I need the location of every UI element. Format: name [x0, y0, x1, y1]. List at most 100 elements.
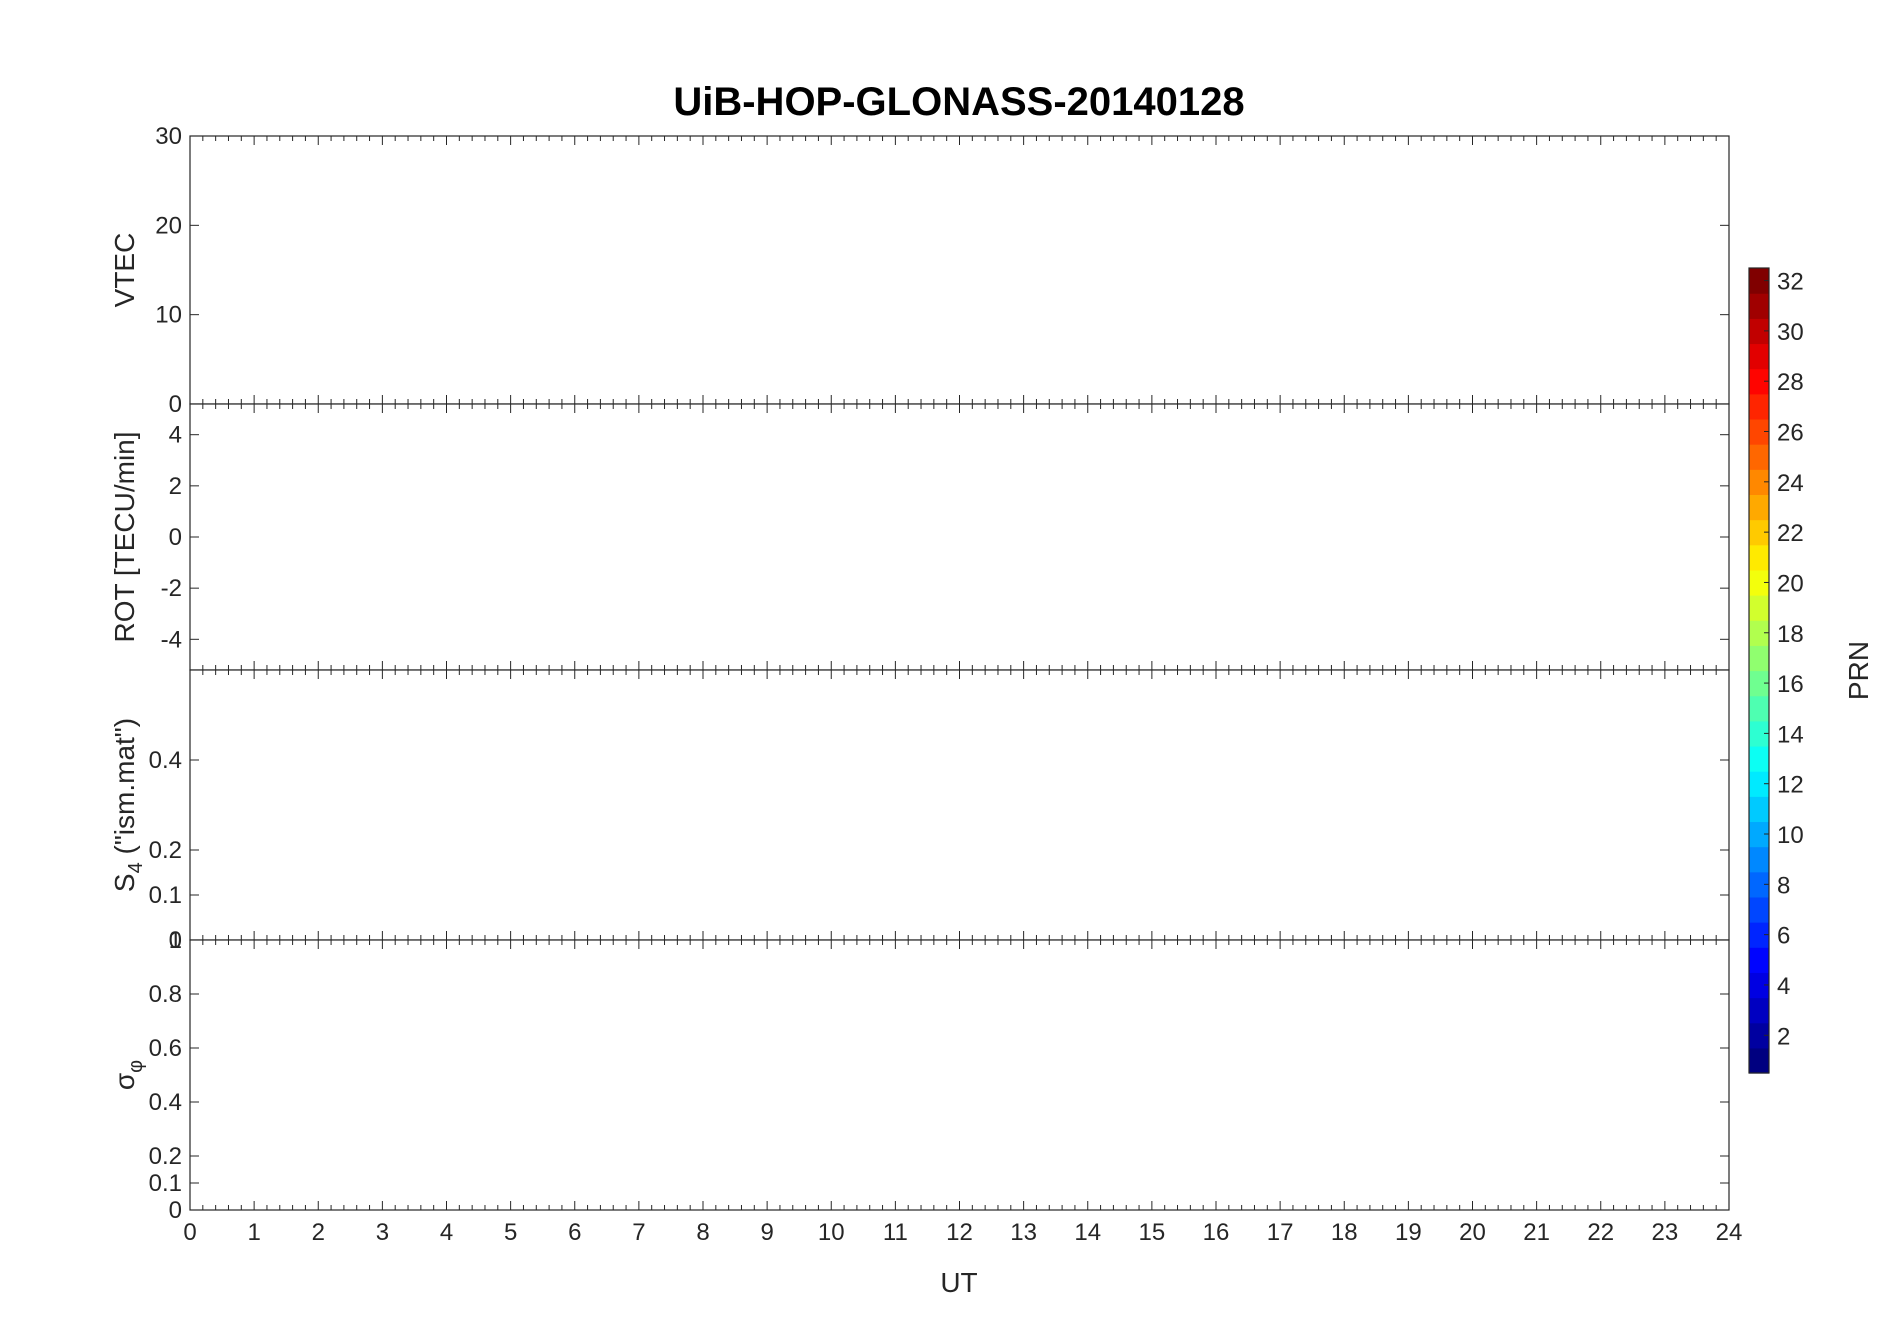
- x-tick-label: 21: [1523, 1219, 1550, 1246]
- colorbar-swatch: [1749, 645, 1769, 672]
- x-tick-label: 10: [818, 1219, 845, 1246]
- colorbar-tick-label: 16: [1777, 671, 1804, 698]
- colorbar-swatch: [1749, 293, 1769, 319]
- x-tick-label: 20: [1459, 1219, 1486, 1246]
- colorbar-tick-label: 30: [1777, 319, 1804, 346]
- colorbar-tick-label: 6: [1777, 923, 1790, 950]
- colorbar-label: PRN: [1843, 641, 1874, 700]
- x-tick-label: 2: [312, 1219, 325, 1246]
- x-tick-label: 14: [1074, 1219, 1101, 1246]
- colorbar-swatch: [1749, 947, 1769, 973]
- colorbar-swatch: [1749, 720, 1769, 747]
- y-tick-label: 4: [169, 422, 182, 449]
- y-tick-label: 0: [169, 391, 182, 418]
- panel-frame: [189, 135, 1730, 405]
- colorbar-swatch: [1749, 997, 1769, 1024]
- y-tick-label: 30: [155, 123, 182, 150]
- x-tick-label: 5: [504, 1219, 517, 1246]
- panel-vtec: 0 10 20 30 VTEC: [109, 123, 1730, 418]
- x-tick-label: 1: [247, 1219, 260, 1246]
- x-tick-label: 17: [1267, 1219, 1294, 1246]
- colorbar-swatch: [1749, 469, 1769, 496]
- colorbar-tick-label: 26: [1777, 420, 1804, 447]
- y-tick-label: 0.8: [149, 981, 182, 1008]
- y-tick-label: 0: [169, 1197, 182, 1224]
- y-tick-label: -2: [161, 575, 182, 602]
- colorbar-swatch: [1749, 368, 1769, 395]
- colorbar-swatch: [1749, 670, 1769, 697]
- colorbar-swatch: [1749, 318, 1769, 345]
- colorbar-tick-label: 32: [1777, 269, 1804, 296]
- panel-frame: [189, 939, 1730, 1211]
- y-tick-label: 0.4: [149, 747, 182, 774]
- colorbar-swatch: [1749, 972, 1769, 999]
- y-axis-label: S4 ("ism.mat"): [109, 718, 147, 892]
- y-axis-label: σφ: [109, 1060, 147, 1090]
- x-tick-label: 4: [440, 1219, 453, 1246]
- x-tick-label: 15: [1139, 1219, 1166, 1246]
- x-tick-label: 9: [760, 1219, 773, 1246]
- y-tick-label: 0.6: [149, 1035, 182, 1062]
- y-tick-label: 10: [155, 302, 182, 329]
- colorbar-tick-label: 20: [1777, 570, 1804, 597]
- chart-title: UiB-HOP-GLONASS-20140128: [673, 80, 1244, 124]
- x-tick-label: 12: [946, 1219, 973, 1246]
- panel-frame: [189, 403, 1730, 671]
- colorbar-swatch: [1749, 343, 1769, 370]
- x-tick-label: 24: [1716, 1219, 1743, 1246]
- colorbar-swatch: [1749, 569, 1769, 596]
- x-tick-label: 7: [632, 1219, 645, 1246]
- colorbar-tick-label: 24: [1777, 470, 1804, 497]
- x-axis-label: UT: [940, 1267, 977, 1298]
- colorbar-tick-label: 22: [1777, 520, 1804, 547]
- y-tick-label: -4: [161, 626, 182, 653]
- colorbar-swatch: [1749, 494, 1769, 521]
- colorbar-tick-label: 10: [1777, 822, 1804, 849]
- x-tick-label: 3: [376, 1219, 389, 1246]
- y-axis-label: VTEC: [109, 233, 140, 308]
- x-tick-label: 11: [883, 1219, 908, 1246]
- y-tick-label: 0: [169, 927, 182, 954]
- colorbar-swatch: [1749, 595, 1769, 621]
- colorbar-swatch: [1749, 922, 1769, 948]
- colorbar-swatch: [1749, 620, 1769, 646]
- x-tick-label: 16: [1203, 1219, 1230, 1246]
- panel-frame: [189, 669, 1730, 941]
- y-tick-label: 20: [155, 212, 182, 239]
- colorbar-tick-label: 8: [1777, 872, 1790, 899]
- y-tick-label: 0.1: [149, 882, 182, 909]
- colorbar-swatch: [1749, 418, 1769, 445]
- colorbar-tick-label: 2: [1777, 1023, 1790, 1050]
- colorbar-swatch: [1749, 796, 1769, 823]
- colorbar-swatch: [1749, 444, 1769, 470]
- y-tick-label: 0.4: [149, 1089, 182, 1116]
- colorbar-swatch: [1749, 1022, 1769, 1049]
- colorbar-swatch: [1749, 745, 1769, 772]
- colorbar-swatch: [1749, 771, 1769, 797]
- colorbar-swatch: [1749, 268, 1769, 294]
- x-tick-label: 6: [568, 1219, 581, 1246]
- colorbar-tick-label: 4: [1777, 973, 1790, 1000]
- y-tick-label: 0.2: [149, 1143, 182, 1170]
- colorbar-frame: [1748, 267, 1770, 1074]
- x-tick-label: 23: [1652, 1219, 1679, 1246]
- y-tick-label: 0: [169, 524, 182, 551]
- colorbar-swatch: [1749, 393, 1769, 420]
- y-axis-label: ROT [TECU/min]: [109, 431, 140, 642]
- x-tick-label: 19: [1395, 1219, 1422, 1246]
- y-tick-label: 2: [169, 473, 182, 500]
- x-tick-label: 8: [696, 1219, 709, 1246]
- panel-s4: 0 0.1 0.2 0.4S4 ("ism.mat"): [109, 669, 1730, 954]
- y-tick-label: 0.2: [149, 837, 182, 864]
- x-tick-label: 0: [183, 1219, 196, 1246]
- panel-rot: -4 -2 0 2 4 ROT [TECU/min]: [109, 403, 1730, 671]
- colorbar-swatch: [1749, 846, 1769, 873]
- y-tick-label: 1: [169, 927, 182, 954]
- colorbar-swatch: [1749, 821, 1769, 848]
- colorbar-tick-label: 14: [1777, 721, 1804, 748]
- colorbar-swatch: [1749, 519, 1769, 546]
